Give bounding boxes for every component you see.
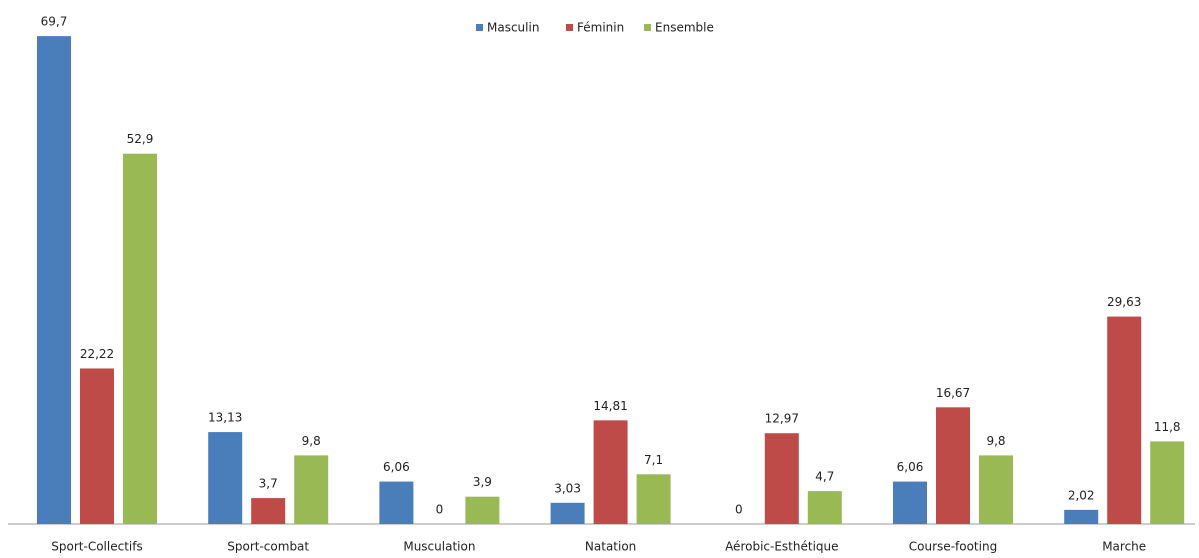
legend-label: Féminin	[577, 21, 624, 35]
value-label: 11,8	[1154, 420, 1181, 434]
bar	[807, 491, 842, 524]
value-label: 14,81	[593, 399, 627, 413]
value-label: 0	[735, 503, 743, 517]
bar	[1107, 316, 1142, 524]
legend-swatch	[476, 24, 483, 31]
bar	[764, 433, 799, 524]
x-tick-label: Course-footing	[909, 540, 997, 554]
x-tick-label: Sport-combat	[227, 540, 309, 554]
x-tick-label: Marche	[1102, 540, 1146, 554]
value-label: 29,63	[1107, 295, 1141, 309]
x-tick-label: Sport-Collectifs	[51, 540, 142, 554]
value-label: 2,02	[1068, 488, 1095, 502]
value-label: 3,03	[554, 481, 581, 495]
value-label: 7,1	[644, 453, 663, 467]
bar	[636, 474, 671, 524]
legend-swatch	[644, 24, 651, 31]
value-label: 52,9	[127, 132, 154, 146]
value-label: 3,7	[259, 477, 278, 491]
x-tick-label: Natation	[585, 540, 636, 554]
bar	[979, 455, 1013, 524]
bar	[294, 455, 329, 524]
value-label: 9,8	[986, 434, 1005, 448]
bar	[1150, 441, 1185, 524]
legend-swatch	[566, 24, 573, 31]
value-label: 4,7	[815, 470, 834, 484]
value-label: 3,9	[473, 475, 492, 489]
value-label: 69,7	[41, 15, 68, 29]
bar	[593, 420, 628, 524]
value-label: 6,06	[897, 460, 924, 474]
legend-label: Masculin	[487, 21, 539, 35]
bar	[550, 502, 585, 524]
bar	[80, 368, 114, 524]
bar	[379, 481, 414, 524]
value-label: 22,22	[80, 347, 114, 361]
bar	[37, 36, 71, 524]
value-label: 12,97	[765, 412, 799, 426]
bar	[936, 407, 970, 524]
x-tick-label: Musculation	[403, 540, 475, 554]
bar	[1064, 509, 1099, 524]
value-label: 0	[436, 503, 444, 517]
bar	[251, 498, 286, 524]
value-label: 6,06	[383, 460, 410, 474]
value-label: 16,67	[936, 386, 970, 400]
bar	[465, 496, 500, 524]
bar	[123, 153, 157, 524]
value-label: 13,13	[208, 411, 242, 425]
x-tick-label: Aérobic-Esthétique	[725, 540, 838, 554]
value-label: 9,8	[302, 434, 321, 448]
legend-label: Ensemble	[655, 21, 714, 35]
bar	[893, 481, 927, 524]
bar	[208, 432, 243, 524]
